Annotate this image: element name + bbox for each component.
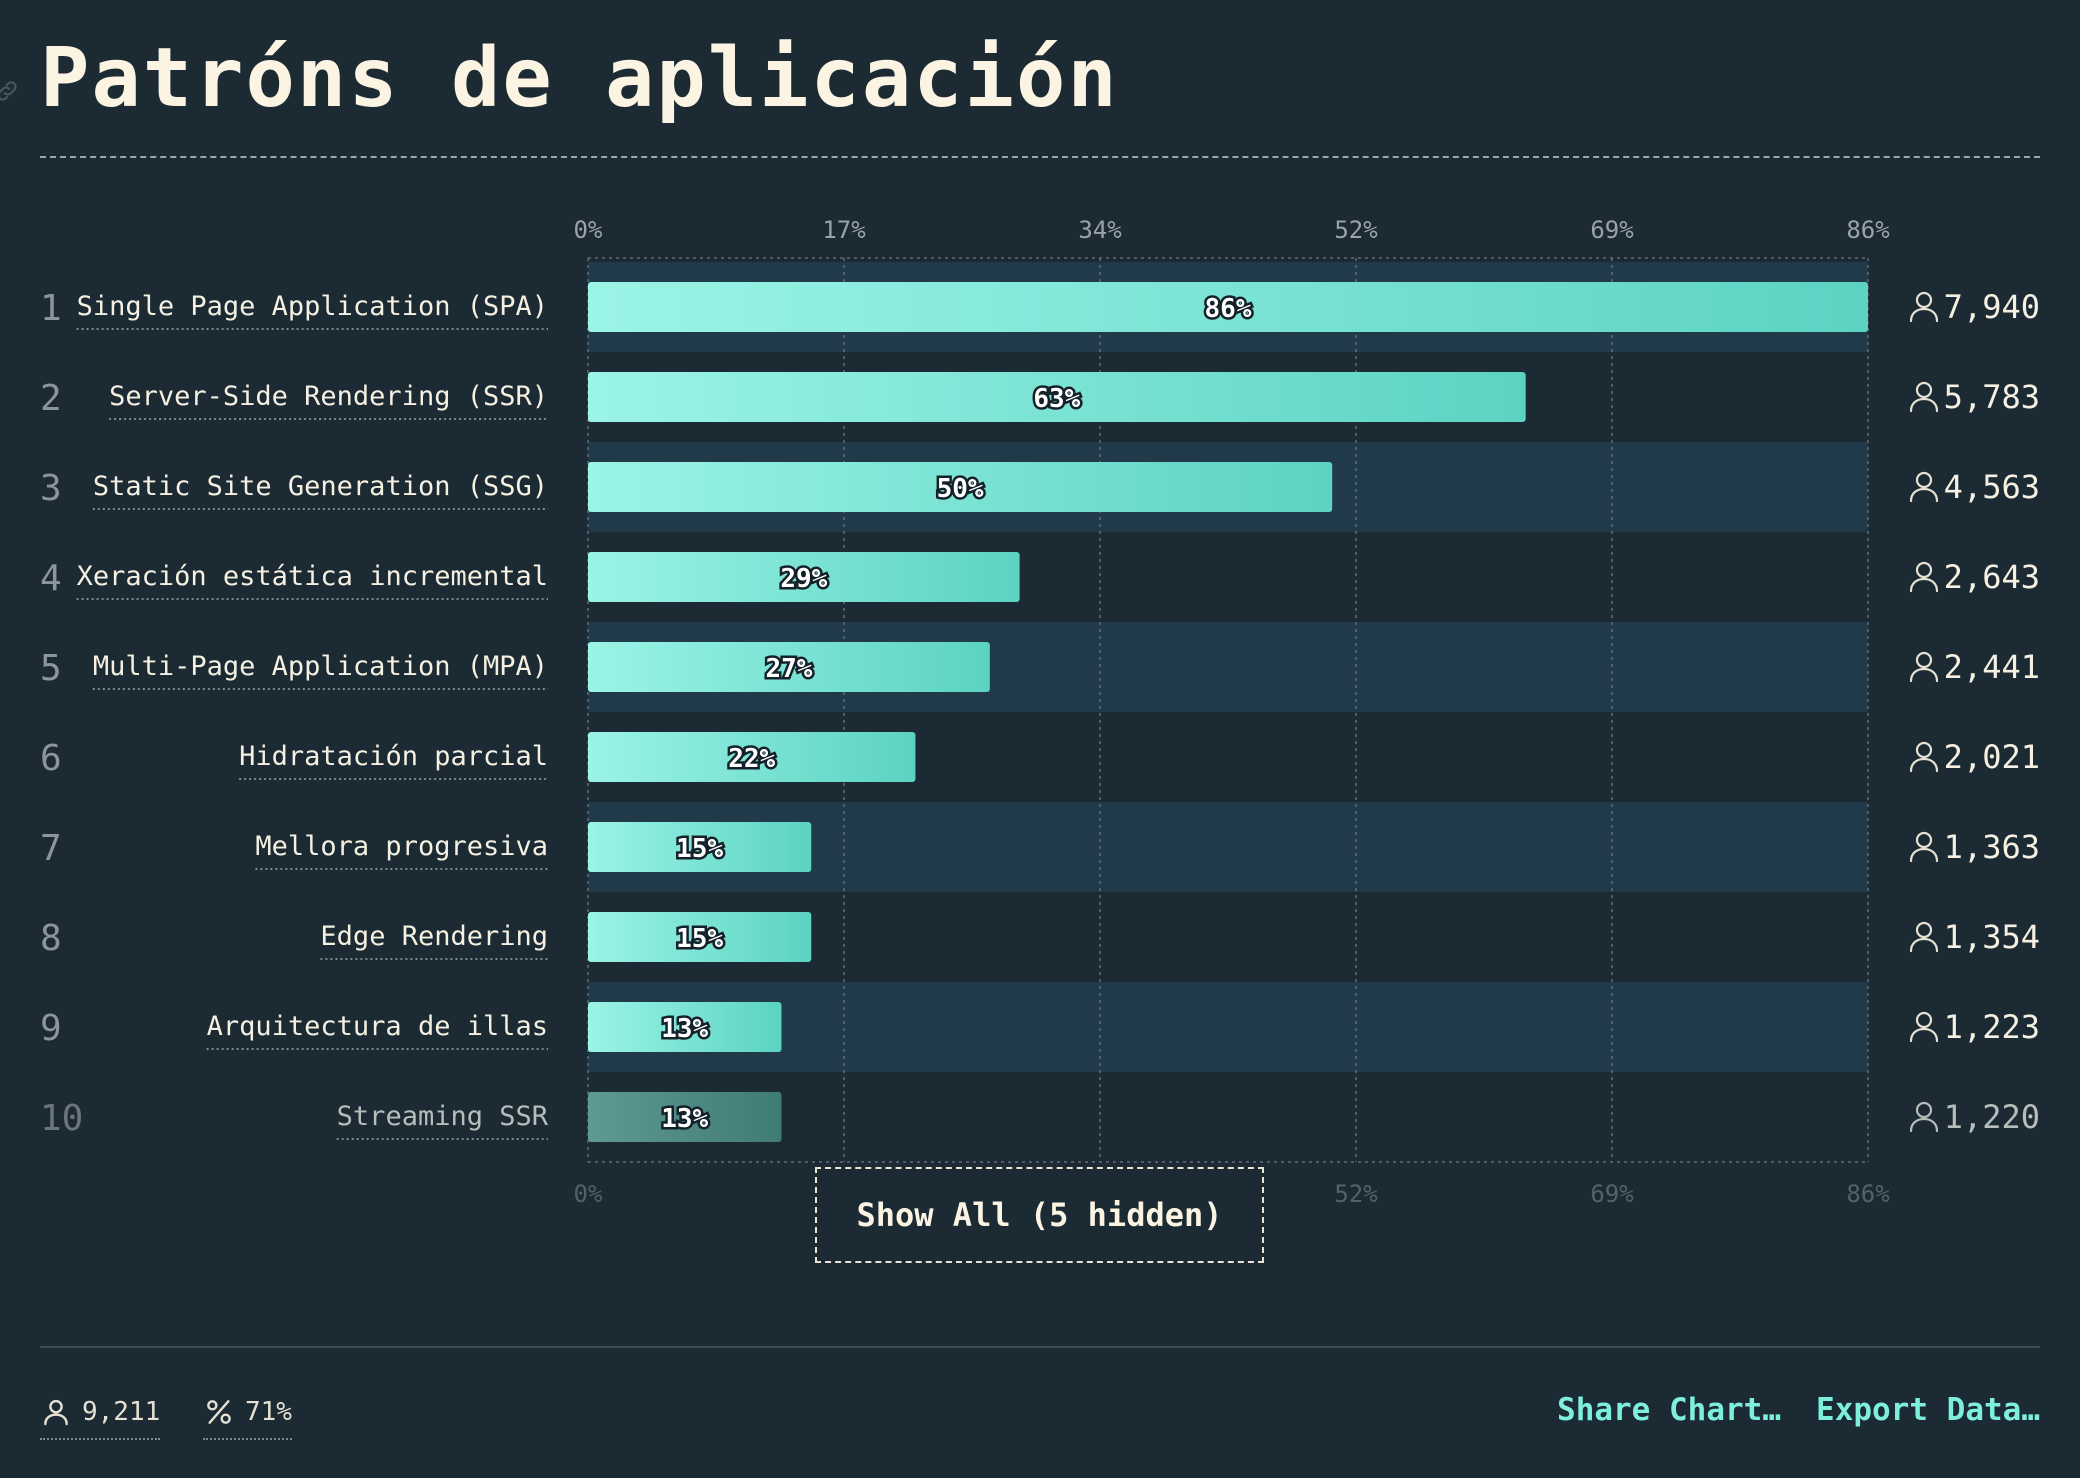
bar-value-label: 86% xyxy=(1205,294,1252,324)
bar xyxy=(588,282,1868,332)
bar-value-label: 63% xyxy=(1033,384,1080,414)
respondent-count: 5,783 xyxy=(1944,378,2040,416)
respondent-count: 7,940 xyxy=(1944,288,2040,326)
user-icon xyxy=(1915,651,1933,669)
bar xyxy=(588,1002,782,1052)
link-icon[interactable] xyxy=(0,78,20,104)
x-tick-label-top: 69% xyxy=(1590,216,1634,244)
export-data-link[interactable]: Export Data… xyxy=(1816,1392,2040,1428)
bar-value-label: 13% xyxy=(661,1014,708,1044)
x-tick-label-top: 52% xyxy=(1334,216,1378,244)
respondent-count: 4,563 xyxy=(1944,468,2040,506)
category-label: Static Site Generation (SSG) xyxy=(93,471,548,502)
respondent-count: 1,363 xyxy=(1944,828,2040,866)
user-icon xyxy=(1909,1027,1939,1043)
bar xyxy=(588,372,1526,422)
respondent-count: 1,354 xyxy=(1944,918,2040,956)
x-tick-label-top: 86% xyxy=(1846,216,1890,244)
rank-number: 9 xyxy=(40,1008,62,1049)
rank-number: 8 xyxy=(40,918,62,959)
row-band xyxy=(588,982,1868,1072)
bar xyxy=(588,552,1020,602)
category-label: Single Page Application (SPA) xyxy=(77,291,548,322)
x-tick-label-top: 34% xyxy=(1078,216,1122,244)
user-icon xyxy=(1915,831,1933,849)
user-icon xyxy=(1909,487,1939,503)
rank-number: 4 xyxy=(40,558,62,599)
bar xyxy=(588,462,1333,512)
category-label: Xeración estática incremental xyxy=(77,561,548,592)
x-tick-label-bottom: 52% xyxy=(1334,1180,1378,1208)
show-all-button[interactable]: Show All (5 hidden) xyxy=(815,1167,1264,1263)
user-icon xyxy=(1909,397,1939,413)
bar-chart: 0%0%17%17%34%34%52%52%69%69%86%86%1Singl… xyxy=(40,216,2040,1208)
user-icon xyxy=(1909,1117,1939,1133)
user-icon xyxy=(1915,291,1933,309)
rank-number: 5 xyxy=(40,648,62,689)
user-icon xyxy=(1915,921,1933,939)
rank-number: 2 xyxy=(40,378,62,419)
user-icon xyxy=(1909,937,1939,953)
user-icon xyxy=(1909,307,1939,323)
x-tick-label-bottom: 0% xyxy=(574,1180,603,1208)
user-icon xyxy=(1915,561,1933,579)
category-label: Mellora progresiva xyxy=(255,831,548,862)
category-label: Streaming SSR xyxy=(337,1101,549,1132)
bar-value-label: 15% xyxy=(676,924,723,954)
footer-divider xyxy=(40,1346,2040,1348)
percent-value: 71% xyxy=(245,1397,292,1427)
x-tick-label-bottom: 69% xyxy=(1590,1180,1634,1208)
bar-value-label: 15% xyxy=(676,834,723,864)
bar xyxy=(588,732,916,782)
respondents-count: 9,211 xyxy=(82,1397,161,1427)
category-label: Server-Side Rendering (SSR) xyxy=(109,381,548,412)
bar-value-label: 50% xyxy=(937,474,984,504)
category-label: Arquitectura de illas xyxy=(207,1011,548,1042)
respondents-stat[interactable]: 9,211 xyxy=(40,1390,161,1440)
respondent-count: 1,220 xyxy=(1944,1098,2040,1136)
respondent-count: 2,643 xyxy=(1944,558,2040,596)
user-icon xyxy=(1915,1101,1933,1119)
rank-number: 1 xyxy=(40,288,62,329)
bar xyxy=(588,1092,782,1142)
bar-value-label: 13% xyxy=(661,1104,708,1134)
user-icon xyxy=(1915,471,1933,489)
bar xyxy=(588,642,990,692)
percent-icon xyxy=(207,1400,231,1424)
user-icon xyxy=(1915,741,1933,759)
respondent-count: 1,223 xyxy=(1944,1008,2040,1046)
rank-number: 10 xyxy=(40,1098,83,1139)
user-icon xyxy=(1909,847,1939,863)
x-tick-label-bottom: 86% xyxy=(1846,1180,1890,1208)
share-chart-link[interactable]: Share Chart… xyxy=(1557,1392,1781,1428)
bar-value-label: 22% xyxy=(728,744,775,774)
x-tick-label-top: 0% xyxy=(574,216,603,244)
category-label: Hidratación parcial xyxy=(239,741,548,772)
category-label: Multi-Page Application (MPA) xyxy=(93,651,548,682)
category-label: Edge Rendering xyxy=(320,921,548,952)
user-icon xyxy=(44,1399,68,1426)
rank-number: 6 xyxy=(40,738,62,779)
bar xyxy=(588,822,812,872)
rank-number: 3 xyxy=(40,468,62,509)
user-icon xyxy=(1915,381,1933,399)
bar-value-label: 27% xyxy=(765,654,812,684)
user-icon xyxy=(1915,1011,1933,1029)
bar-value-label: 29% xyxy=(780,564,827,594)
title-divider xyxy=(40,156,2040,158)
respondent-count: 2,021 xyxy=(1944,738,2040,776)
respondent-count: 2,441 xyxy=(1944,648,2040,686)
page-title: Patróns de aplicación xyxy=(40,31,1119,126)
x-tick-label-top: 17% xyxy=(822,216,866,244)
percent-stat[interactable]: 71% xyxy=(203,1390,292,1440)
user-icon xyxy=(1909,757,1939,773)
bar xyxy=(588,912,812,962)
user-icon xyxy=(1909,667,1939,683)
rank-number: 7 xyxy=(40,828,62,869)
user-icon xyxy=(1909,577,1939,593)
